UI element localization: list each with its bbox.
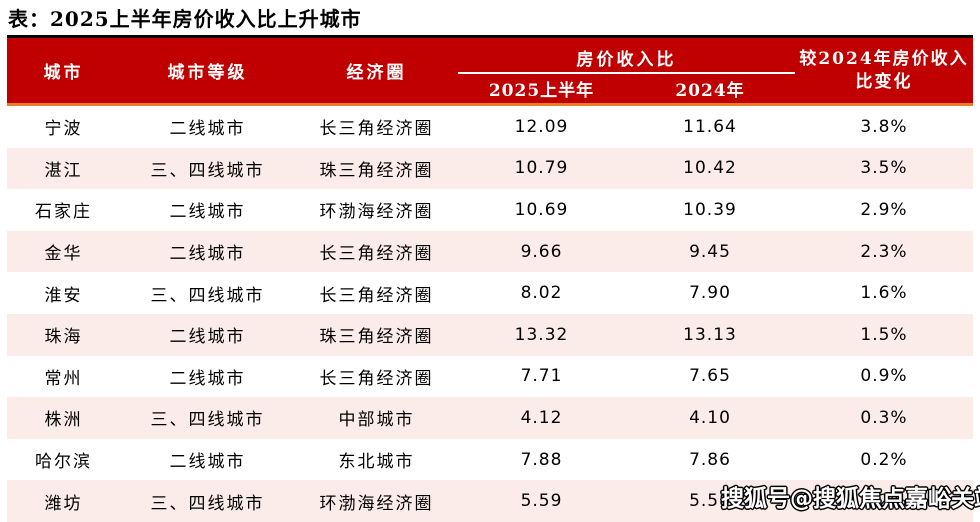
cell-tier: 三、四线城市 [150,410,265,431]
cell-city: 石家庄 [35,202,92,223]
cell-change: 2.9% [860,199,908,220]
table-header: 城市 城市等级 经济圈 房价收入比 2025上半年 2024年 较2024年房价… [7,35,973,106]
cell-tier: 二线城市 [169,119,246,140]
cell-city: 潍坊 [44,493,83,514]
cell-tier: 二线城市 [169,244,246,265]
cell-change: 0.9% [860,366,908,387]
col-header-tier: 城市等级 [167,63,248,83]
table-row: 淮安 三、四线城市 长三角经济圈 8.02 7.90 1.6% [7,272,973,314]
cell-tier: 二线城市 [169,202,246,223]
cell-region: 环渤海经济圈 [319,493,434,514]
col-header-region: 经济圈 [346,63,407,83]
cell-ratio-2024: 13.13 [683,324,737,345]
cell-ratio-2025: 9.66 [520,241,563,262]
cell-ratio-2024: 10.42 [683,158,737,179]
page-title: 表：2025上半年房价收入比上升城市 [8,7,362,31]
cell-region: 长三角经济圈 [319,368,434,389]
cell-city: 金华 [44,244,83,265]
cell-change: 1.5% [860,324,908,345]
col-header-ratio-group: 房价收入比 [458,38,795,74]
cell-ratio-2025: 10.79 [514,158,569,179]
table-body: 宁波 二线城市 长三角经济圈 12.09 11.64 3.8% 湛江 三、四线城市 珠三角经济圈… [7,106,973,522]
cell-change: 0.2% [860,491,908,512]
cell-ratio-2024: 9.45 [689,241,731,262]
table-row: 哈尔滨 二线城市 东北城市 7.88 7.86 0.2% [7,438,973,481]
cell-ratio-2025: 13.32 [514,324,569,345]
cell-city: 常州 [44,368,83,389]
col-header-change: 较2024年房价收入 比变化 [795,38,973,103]
table-row: 宁波 二线城市 长三角经济圈 12.09 11.64 3.8% [7,106,973,148]
cell-ratio-2024: 5.58 [689,491,731,512]
watermark: 搜狐号@搜狐焦点嘉峪关站 [721,486,980,512]
cell-city: 宁波 [44,119,83,140]
cell-ratio-2024: 4.10 [689,407,731,428]
col-header-change-line2: 比变化 [855,71,913,92]
cell-ratio-2025: 7.71 [520,366,563,387]
cell-region: 珠三角经济圈 [319,160,434,181]
table-row: 株洲 三、四线城市 中部城市 4.12 4.10 0.3% [7,397,973,439]
cell-ratio-2025: 5.59 [520,491,563,512]
cell-tier: 二线城市 [169,368,246,389]
cell-city: 哈尔滨 [35,452,92,473]
cell-change: 0.3% [860,407,908,428]
cell-city: 淮安 [44,285,83,306]
cell-ratio-2024: 10.39 [683,199,737,220]
cell-tier: 三、四线城市 [150,285,265,306]
cell-tier: 三、四线城市 [150,493,265,514]
cell-region: 环渤海经济圈 [319,202,434,223]
cell-region: 长三角经济圈 [319,285,434,306]
cell-region: 长三角经济圈 [319,244,434,265]
cell-region: 长三角经济圈 [319,119,434,140]
table-row: 常州 二线城市 长三角经济圈 7.71 7.65 0.9% [7,355,973,398]
cell-ratio-2024: 7.86 [689,449,731,470]
cell-ratio-2025: 10.69 [514,199,569,220]
cell-region: 中部城市 [338,410,415,431]
cell-change: 0.2% [860,449,908,470]
cell-change: 3.5% [860,158,908,179]
cell-ratio-2025: 7.88 [520,449,563,470]
table-row: 湛江 三、四线城市 珠三角经济圈 10.79 10.42 3.5% [7,147,973,190]
ratio-table: 城市 城市等级 经济圈 房价收入比 2025上半年 2024年 较2024年房价… [7,35,973,522]
cell-ratio-2025: 12.09 [514,116,569,137]
cell-change: 2.3% [860,241,908,262]
table-row: 珠海 二线城市 珠三角经济圈 13.32 13.13 1.5% [7,313,973,356]
col-header-city: 城市 [43,63,84,83]
col-header-2024: 2024年 [675,81,745,101]
table-row: 潍坊 三、四线城市 环渤海经济圈 5.59 5.58 0.2% [7,480,973,522]
cell-city: 湛江 [44,160,83,181]
cell-ratio-2025: 4.12 [520,407,563,428]
table-row: 金华 二线城市 长三角经济圈 9.66 9.45 2.3% [7,230,973,273]
cell-tier: 三、四线城市 [150,160,265,181]
cell-change: 3.8% [860,116,908,137]
cell-ratio-2024: 7.90 [689,283,731,304]
cell-tier: 二线城市 [169,327,246,348]
cell-change: 1.6% [860,283,908,304]
col-header-change-line1: 较2024年房价收入 [799,48,969,69]
cell-ratio-2025: 8.02 [520,283,563,304]
cell-region: 珠三角经济圈 [319,327,434,348]
cell-city: 珠海 [44,327,83,348]
cell-tier: 二线城市 [169,452,246,473]
cell-ratio-2024: 7.65 [689,366,731,387]
cell-city: 株洲 [44,410,83,431]
cell-region: 东北城市 [338,452,415,473]
col-header-2025h1: 2025上半年 [488,81,595,101]
table-row: 石家庄 二线城市 环渤海经济圈 10.69 10.39 2.9% [7,189,973,231]
cell-ratio-2024: 11.64 [683,116,737,137]
